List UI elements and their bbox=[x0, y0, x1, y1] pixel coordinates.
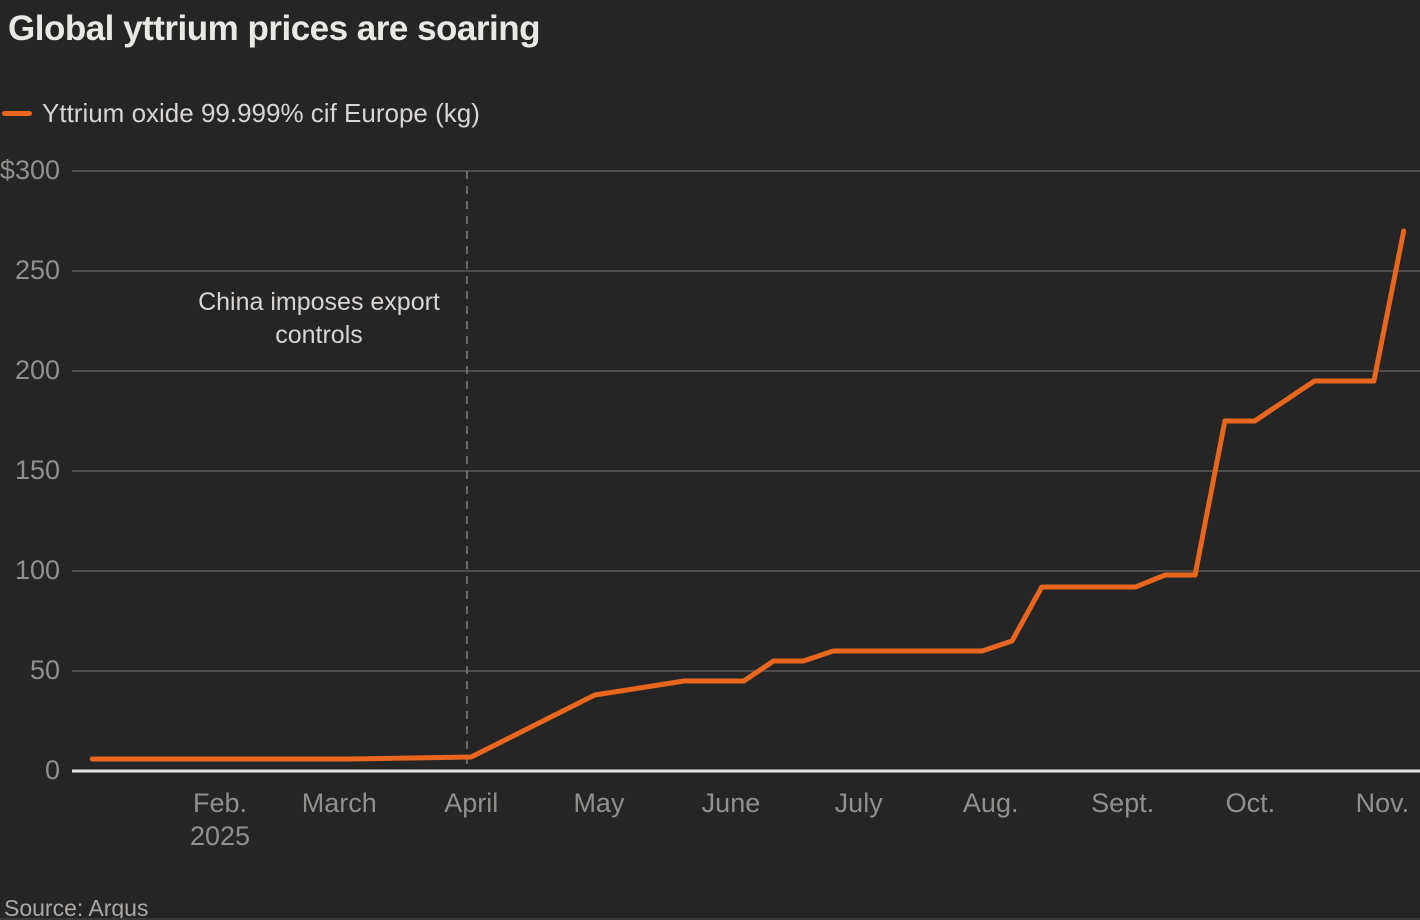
bottom-edge-strip bbox=[0, 918, 1420, 920]
price-line bbox=[89, 228, 1407, 762]
x-tick-month: July bbox=[834, 788, 883, 818]
x-tick-month: May bbox=[573, 788, 625, 818]
y-tick-label: $300 bbox=[0, 154, 60, 185]
y-tick-label: 50 bbox=[29, 654, 60, 685]
chart-title: Global yttrium prices are soaring bbox=[8, 9, 541, 48]
x-tick-label: March bbox=[302, 787, 377, 820]
x-tick-label: Nov. bbox=[1356, 787, 1410, 820]
legend: Yttrium oxide 99.999% cif Europe (kg) bbox=[2, 98, 480, 129]
x-tick-label: Aug. bbox=[963, 787, 1019, 820]
x-tick-month: Feb. bbox=[192, 788, 247, 818]
x-tick-month: Oct. bbox=[1225, 788, 1276, 818]
x-tick-month: March bbox=[301, 788, 377, 818]
y-tick-label: 250 bbox=[14, 254, 60, 285]
x-tick-month: Nov. bbox=[1355, 788, 1410, 818]
x-tick-label: Sept. bbox=[1091, 787, 1154, 820]
y-tick-label: 200 bbox=[14, 354, 60, 385]
y-tick-label: 100 bbox=[14, 554, 60, 585]
y-tick-label: 0 bbox=[44, 754, 60, 785]
legend-label: Yttrium oxide 99.999% cif Europe (kg) bbox=[42, 98, 480, 128]
x-tick-month: June bbox=[701, 788, 761, 818]
y-tick-label: 150 bbox=[14, 454, 60, 485]
event-annotation: China imposes export controls bbox=[198, 288, 440, 349]
x-tick-month: Aug. bbox=[962, 788, 1019, 818]
x-tick-year: 2025 bbox=[189, 821, 251, 851]
x-tick-label: Oct. bbox=[1226, 787, 1276, 820]
x-tick-label: Feb. 2025 bbox=[190, 787, 250, 853]
source-note: Source: Argus bbox=[4, 895, 149, 920]
legend-line-swatch bbox=[2, 111, 32, 116]
x-tick-label: April bbox=[444, 787, 498, 820]
x-tick-label: June bbox=[702, 787, 761, 820]
x-tick-label: May bbox=[573, 787, 624, 820]
x-tick-label: July bbox=[835, 787, 883, 820]
x-tick-month: April bbox=[444, 788, 499, 818]
x-tick-month: Sept. bbox=[1091, 788, 1155, 818]
